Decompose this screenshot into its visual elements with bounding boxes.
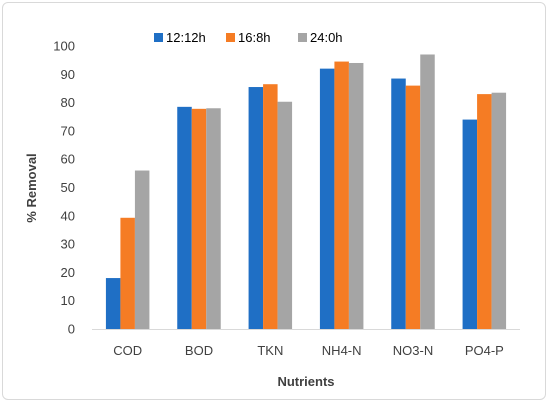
x-tick-label: NH4-N — [322, 343, 362, 358]
y-tick-label: 100 — [53, 39, 75, 54]
y-tick-label: 40 — [61, 208, 75, 223]
x-tick-label: NO3-N — [393, 343, 433, 358]
bar-nh4-n-series-3 — [348, 62, 364, 329]
x-axis-ticks: COD BOD TKN NH4-N NO3-N PO4-P — [113, 343, 504, 358]
bar-no3-n-series-3 — [420, 54, 435, 330]
x-tick-label: PO4-P — [465, 343, 504, 358]
bar-bod-series-1 — [177, 106, 192, 329]
x-axis-title: Nutrients — [277, 374, 334, 389]
y-tick-label: 90 — [61, 67, 75, 82]
legend-label: 16:8h — [238, 30, 271, 45]
y-tick-label: 50 — [61, 180, 75, 195]
bar-nh4-n-series-1 — [319, 68, 335, 329]
bar-tkn-series-1 — [248, 87, 264, 329]
bar-po4-p-series-1 — [462, 119, 478, 329]
y-axis-ticks: 0 10 20 30 40 50 60 70 80 90 100 — [53, 39, 75, 337]
x-tick-label: COD — [113, 343, 142, 358]
bar-bod-series-2 — [191, 108, 207, 330]
y-axis-title: % Removal — [24, 153, 39, 222]
bar-cod-series-1 — [105, 278, 121, 329]
y-tick-label: 20 — [61, 265, 75, 280]
y-tick-label: 60 — [61, 152, 75, 167]
y-tick-label: 30 — [61, 237, 75, 252]
bars — [105, 54, 507, 330]
legend-swatch — [154, 33, 163, 42]
y-tick-label: 80 — [61, 95, 75, 110]
legend-label: 24:0h — [310, 30, 343, 45]
bar-cod-series-3 — [134, 170, 150, 329]
bar-po4-p-series-3 — [491, 92, 507, 329]
y-tick-label: 0 — [68, 322, 75, 337]
y-tick-label: 10 — [61, 293, 75, 308]
x-tick-label: TKN — [257, 343, 283, 358]
bar-tkn-series-3 — [277, 101, 293, 329]
bar-cod-series-2 — [120, 217, 135, 329]
bar-no3-n-series-1 — [391, 78, 406, 329]
bar-bod-series-3 — [206, 108, 221, 329]
legend: 12:12h 16:8h 24:0h — [154, 30, 343, 45]
bar-tkn-series-2 — [263, 84, 278, 329]
legend-label: 12:12h — [166, 30, 206, 45]
legend-swatch — [298, 33, 307, 42]
y-tick-label: 70 — [61, 123, 75, 138]
bar-po4-p-series-2 — [477, 94, 492, 329]
legend-swatch — [226, 33, 235, 42]
x-tick-label: BOD — [185, 343, 213, 358]
bar-nh4-n-series-2 — [334, 61, 349, 329]
bar-no3-n-series-2 — [405, 85, 421, 330]
